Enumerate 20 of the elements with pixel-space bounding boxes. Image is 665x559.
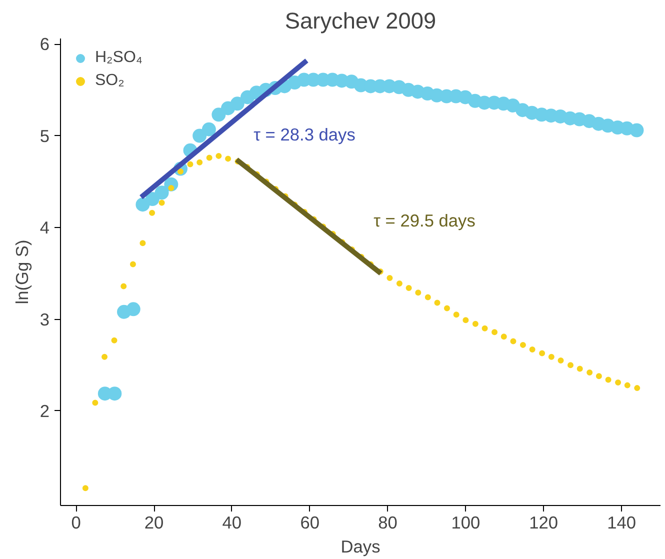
x-tick-label: 100 [451,512,480,532]
x-tick-label: 80 [378,512,398,532]
x-axis-title: Days [340,536,381,556]
x-tick-label: 60 [300,512,320,532]
legend-label: SO₂ [95,72,124,90]
y-tick-label: 6 [40,34,50,54]
annotation: τ = 29.5 days [374,210,476,230]
y-tick-label: 3 [40,309,50,330]
y-axis-title: ln(Gg S) [12,240,32,304]
y-tick-label: 5 [40,126,50,146]
chart-title: Sarychev 2009 [284,8,436,34]
y-tick-label: 4 [40,218,50,238]
annotation: τ = 28.3 days [254,124,356,144]
y-tick-label: 2 [40,401,50,421]
x-tick-label: 0 [71,512,81,532]
x-tick-label: 140 [607,512,636,532]
x-tick-label: 20 [144,512,164,532]
x-tick-label: 120 [529,512,558,532]
legend-label: H₂SO₄ [95,49,142,67]
x-tick-label: 40 [222,512,242,532]
